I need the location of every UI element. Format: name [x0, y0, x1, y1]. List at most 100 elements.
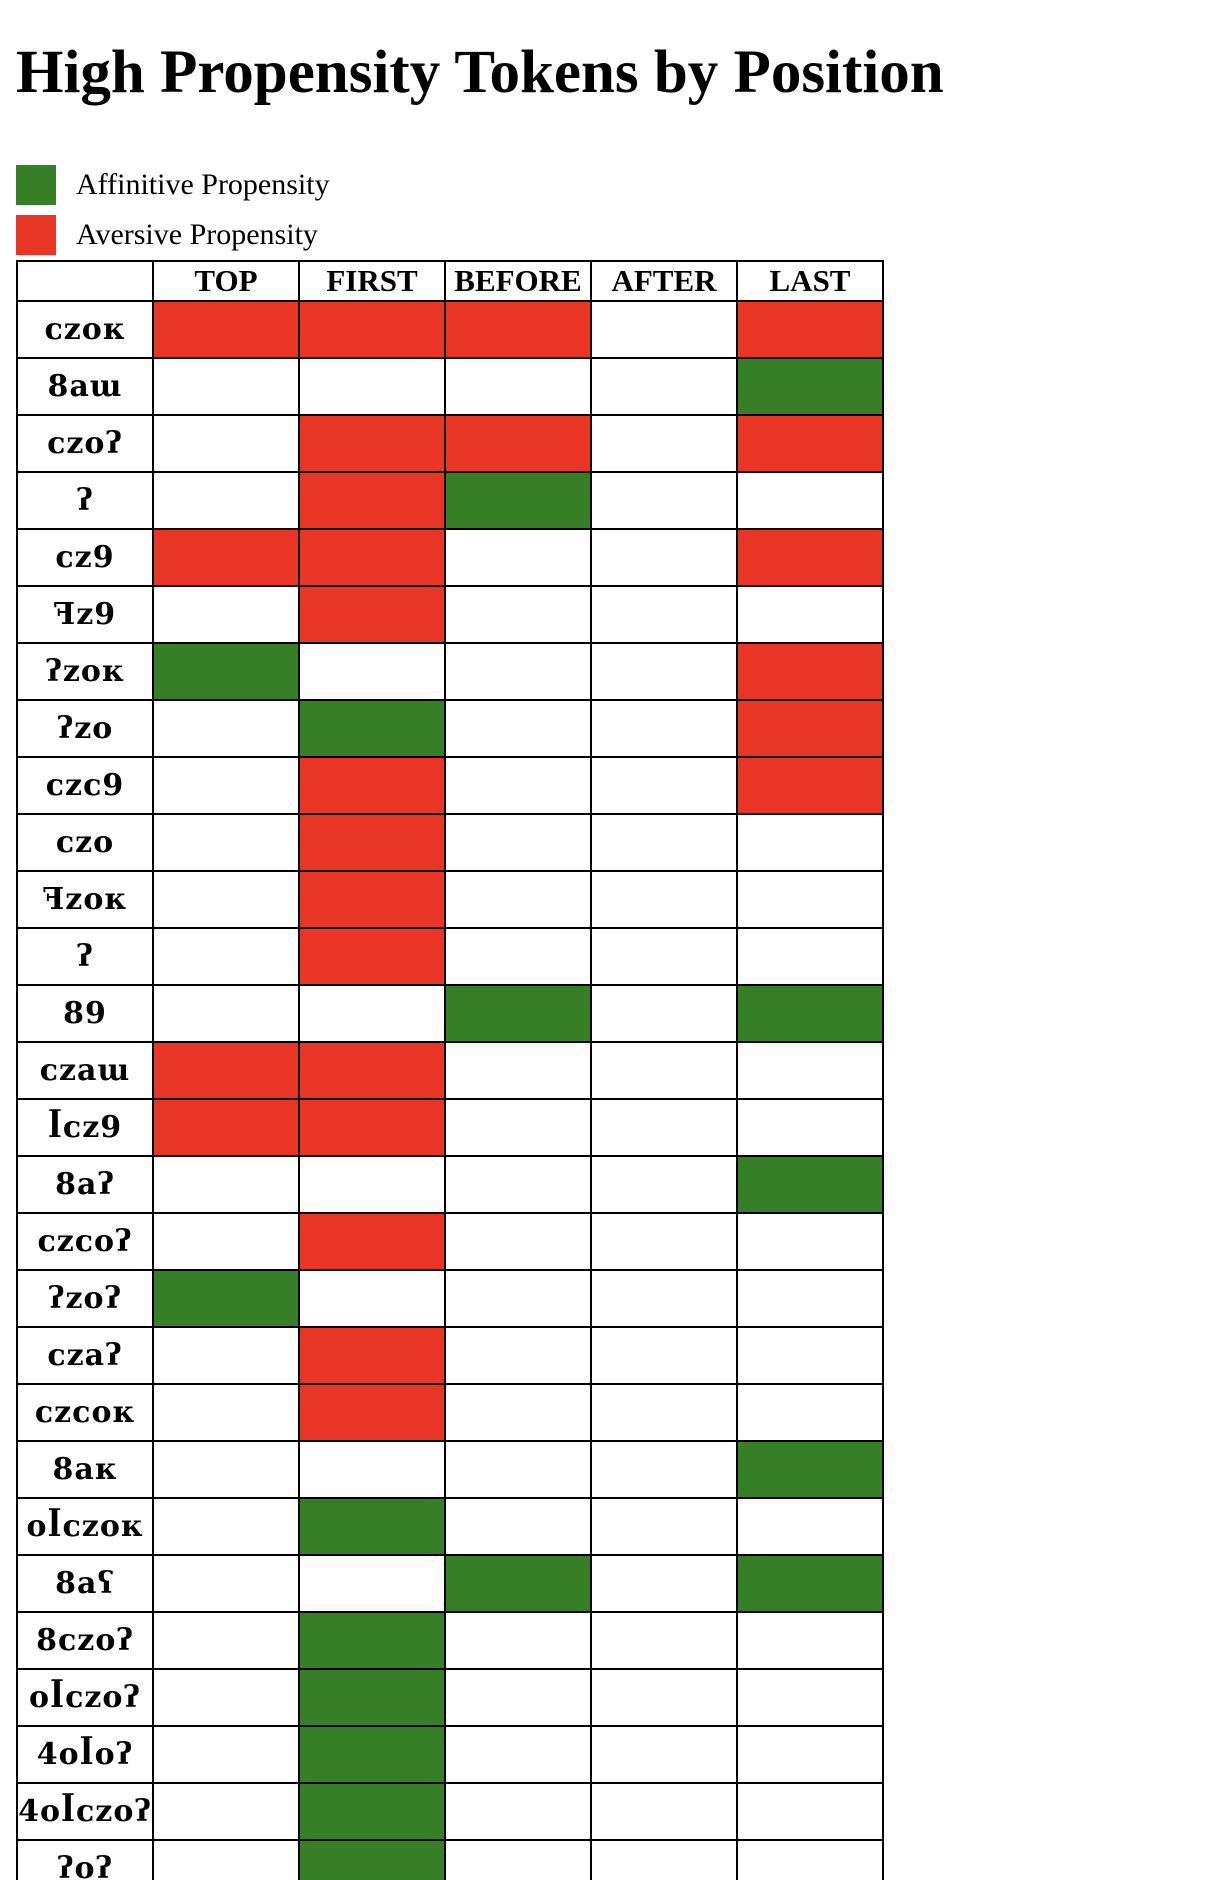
propensity-cell-top: [152, 1269, 300, 1328]
token-label: ʔᴢoᴋ: [16, 642, 154, 701]
token-label: ᴄᴢᴄoʔ: [16, 1212, 154, 1271]
propensity-cell-top: [152, 1668, 300, 1727]
propensity-cell-after: [590, 642, 738, 701]
token-label: ʔᴢoʔ: [16, 1269, 154, 1328]
token-label: ᴄᴢoʔ: [16, 414, 154, 473]
propensity-cell-after: [590, 1269, 738, 1328]
propensity-cell-after: [590, 699, 738, 758]
table-row: ᴄᴢᴄoᴋ: [16, 1383, 884, 1442]
propensity-cell-last: [736, 357, 884, 416]
propensity-cell-before: [444, 984, 592, 1043]
propensity-cell-last: [736, 528, 884, 587]
propensity-cell-before: [444, 699, 592, 758]
propensity-cell-first: [298, 813, 446, 872]
token-label: ᴄᴢaɯ: [16, 1041, 154, 1100]
propensity-cell-first: [298, 1269, 446, 1328]
propensity-cell-last: [736, 927, 884, 986]
propensity-cell-first: [298, 1497, 446, 1556]
propensity-cell-after: [590, 1098, 738, 1157]
propensity-cell-before: [444, 927, 592, 986]
propensity-cell-after: [590, 1041, 738, 1100]
propensity-cell-last: [736, 1839, 884, 1880]
propensity-cell-before: [444, 813, 592, 872]
token-label: 8aᴋ: [16, 1440, 154, 1499]
propensity-cell-before: [444, 1383, 592, 1442]
propensity-cell-top: [152, 414, 300, 473]
propensity-cell-before: [444, 1497, 592, 1556]
table-row: ʔ: [16, 471, 884, 530]
table-row: ᴄᴢᴄoʔ: [16, 1212, 884, 1271]
table-row: 8ᴄᴢoʔ: [16, 1611, 884, 1670]
propensity-cell-first: [298, 1326, 446, 1385]
propensity-cell-last: [736, 300, 884, 359]
propensity-cell-last: [736, 1440, 884, 1499]
table-row: ᴄᴢ9: [16, 528, 884, 587]
propensity-cell-top: [152, 357, 300, 416]
propensity-cell-after: [590, 984, 738, 1043]
table-row: 4oꟾoʔ: [16, 1725, 884, 1784]
propensity-cell-last: [736, 870, 884, 929]
table-row: 89: [16, 984, 884, 1043]
propensity-cell-after: [590, 1440, 738, 1499]
column-header: TOP: [152, 260, 300, 302]
token-label: ᴄᴢo: [16, 813, 154, 872]
table-row: ʔoʔ: [16, 1839, 884, 1880]
propensity-cell-top: [152, 1383, 300, 1442]
legend-item: Affinitive Propensity: [16, 160, 330, 210]
propensity-cell-last: [736, 1269, 884, 1328]
column-header: LAST: [736, 260, 884, 302]
propensity-cell-last: [736, 1611, 884, 1670]
propensity-cell-first: [298, 642, 446, 701]
propensity-cell-before: [444, 414, 592, 473]
propensity-cell-first: [298, 300, 446, 359]
table-row: ᴄᴢoᴋ: [16, 300, 884, 359]
propensity-cell-before: [444, 756, 592, 815]
propensity-cell-last: [736, 699, 884, 758]
propensity-cell-after: [590, 528, 738, 587]
propensity-cell-first: [298, 1098, 446, 1157]
token-label: 8aʕ: [16, 1554, 154, 1613]
propensity-cell-after: [590, 1383, 738, 1442]
token-label: ʔoʔ: [16, 1839, 154, 1880]
propensity-cell-top: [152, 699, 300, 758]
propensity-cell-top: [152, 1839, 300, 1880]
table-row: ᴄᴢaɯ: [16, 1041, 884, 1100]
propensity-cell-before: [444, 528, 592, 587]
token-label: 89: [16, 984, 154, 1043]
column-header: FIRST: [298, 260, 446, 302]
table-row: ꟻᴢ9: [16, 585, 884, 644]
propensity-cell-first: [298, 414, 446, 473]
propensity-cell-first: [298, 1041, 446, 1100]
propensity-cell-top: [152, 1554, 300, 1613]
legend-swatch: [16, 165, 56, 205]
propensity-cell-top: [152, 984, 300, 1043]
table-row: 4oꟾᴄᴢoʔ: [16, 1782, 884, 1841]
propensity-cell-before: [444, 1155, 592, 1214]
propensity-cell-first: [298, 927, 446, 986]
propensity-cell-after: [590, 1668, 738, 1727]
token-label: ꟻᴢ9: [16, 585, 154, 644]
propensity-cell-last: [736, 984, 884, 1043]
propensity-cell-before: [444, 300, 592, 359]
propensity-cell-last: [736, 756, 884, 815]
propensity-cell-last: [736, 1725, 884, 1784]
propensity-cell-first: [298, 528, 446, 587]
propensity-cell-last: [736, 1383, 884, 1442]
table-row: 8aɯ: [16, 357, 884, 416]
propensity-cell-after: [590, 756, 738, 815]
propensity-cell-before: [444, 1098, 592, 1157]
propensity-cell-first: [298, 1440, 446, 1499]
propensity-cell-top: [152, 1497, 300, 1556]
propensity-cell-top: [152, 1440, 300, 1499]
propensity-cell-before: [444, 1326, 592, 1385]
propensity-cell-last: [736, 1554, 884, 1613]
propensity-cell-after: [590, 1839, 738, 1880]
table-row: oꟾᴄᴢoᴋ: [16, 1497, 884, 1556]
propensity-cell-before: [444, 1611, 592, 1670]
token-label: ʔ: [16, 927, 154, 986]
propensity-cell-before: [444, 1554, 592, 1613]
propensity-cell-before: [444, 870, 592, 929]
propensity-cell-after: [590, 585, 738, 644]
propensity-cell-last: [736, 471, 884, 530]
table-body: ᴄᴢoᴋ 8aɯ ᴄᴢoʔ ʔ ᴄᴢ9 ꟻᴢ9 ʔᴢoᴋ ʔᴢo ᴄᴢᴄ9 ᴄᴢo ꟻᴢoᴋ ʔ 89 ᴄ…: [16, 300, 884, 1880]
